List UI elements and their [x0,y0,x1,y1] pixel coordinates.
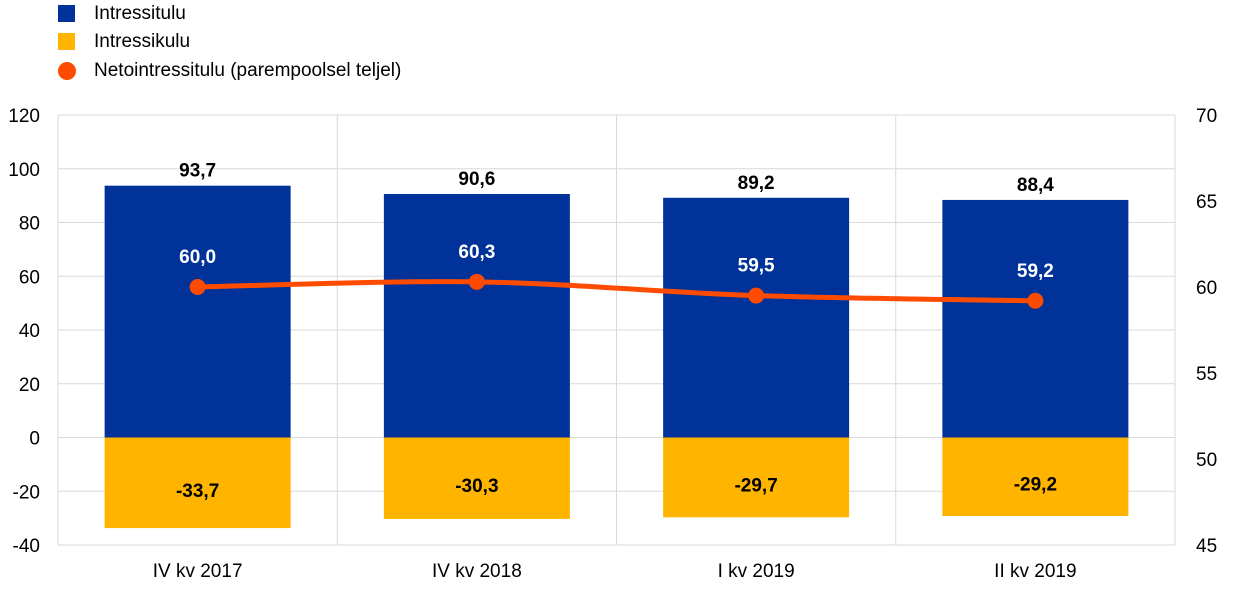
bar-interest-expense [942,437,1129,516]
data-label-interest-income: 93,7 [179,161,216,182]
bar-interest-income [383,194,570,438]
y-left-tick-label: 40 [19,321,40,342]
y-left-tick-label: 60 [19,267,40,288]
y-right-tick-label: 60 [1196,278,1217,299]
y-left-tick-label: 120 [8,106,40,127]
data-label-net-interest-income: 60,3 [458,242,495,263]
y-right-tick-label: 70 [1196,106,1217,127]
legend-marker-net-interest-income [58,62,76,80]
y-right-tick-label: 55 [1196,364,1217,385]
x-tick-label: IV kv 2018 [432,561,522,582]
bar-interest-income [104,185,291,438]
y-left-tick-label: 100 [8,160,40,181]
x-tick-label: I kv 2019 [718,561,795,582]
line-net-interest-income [197,279,1036,304]
y-right-tick-label: 45 [1196,536,1217,557]
bar-interest-expense [663,437,850,518]
bar-interest-income [942,199,1129,438]
point-net-interest-income [748,287,765,304]
y-left-tick-label: 0 [29,429,40,450]
x-tick-label: IV kv 2017 [153,561,243,582]
legend-swatch-interest-income [58,5,75,22]
point-net-interest-income [468,273,485,290]
data-label-interest-income: 90,6 [458,169,495,190]
data-label-interest-income: 89,2 [738,173,775,194]
legend-label-interest-income: Intressitulu [94,3,186,24]
legend-swatch-interest-expense [58,33,75,50]
y-left-tick-label: 20 [19,375,40,396]
point-net-interest-income [189,279,206,295]
data-label-interest-expense: -29,2 [1014,475,1057,496]
y-right-tick-label: 50 [1196,450,1217,471]
bar-interest-expense [383,437,570,519]
data-label-interest-income: 88,4 [1017,175,1054,196]
data-label-interest-expense: -29,7 [734,475,777,496]
data-label-interest-expense: -33,7 [176,481,219,502]
y-right-tick-label: 65 [1196,192,1217,213]
data-label-net-interest-income: 59,5 [738,256,775,277]
bar-interest-income [663,197,850,438]
y-left-tick-label: -40 [13,536,40,557]
y-left-tick-label: -20 [13,482,40,503]
legend-label-net-interest-income: Netointressitulu (parempoolsel teljel) [94,60,402,81]
data-label-net-interest-income: 60,0 [179,247,216,268]
legend-label-interest-expense: Intressikulu [94,31,191,52]
data-label-net-interest-income: 59,2 [1017,261,1054,282]
data-label-interest-expense: -30,3 [455,476,498,497]
point-net-interest-income [1027,292,1044,309]
y-left-tick-label: 80 [19,214,40,235]
bar-interest-expense [104,437,291,529]
x-tick-label: II kv 2019 [994,561,1076,582]
